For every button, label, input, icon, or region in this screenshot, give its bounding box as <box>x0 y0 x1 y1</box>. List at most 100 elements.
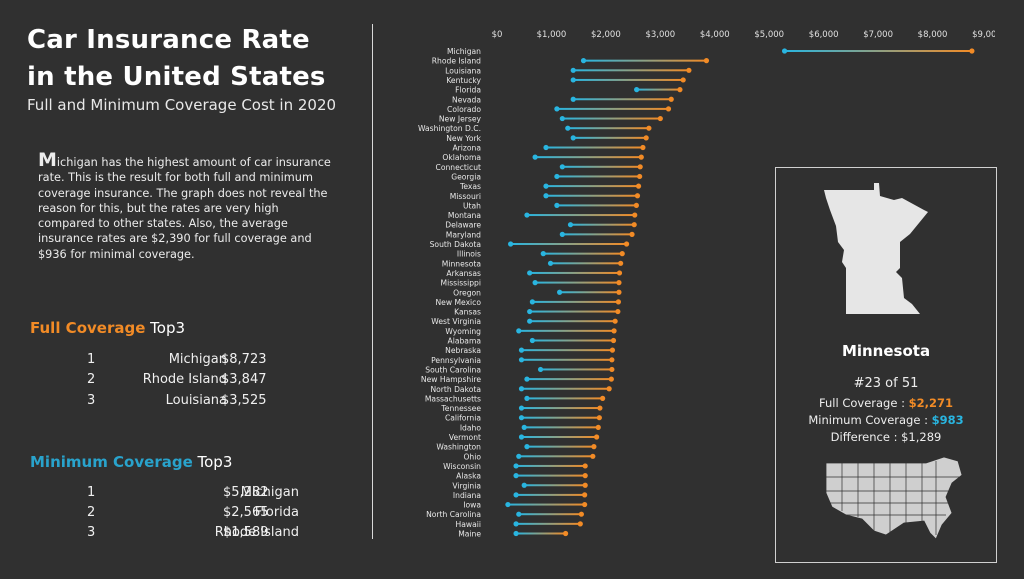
full-coverage-point[interactable] <box>631 222 637 228</box>
full-coverage-point[interactable] <box>609 357 615 363</box>
minimum-coverage-point[interactable] <box>532 154 538 160</box>
full-coverage-point[interactable] <box>595 424 601 430</box>
minimum-coverage-point[interactable] <box>516 453 522 459</box>
full-coverage-point[interactable] <box>606 386 612 392</box>
full-coverage-point[interactable] <box>619 251 625 257</box>
full-coverage-point[interactable] <box>668 96 674 102</box>
full-coverage-point[interactable] <box>686 67 692 73</box>
full-coverage-point[interactable] <box>677 87 683 93</box>
full-coverage-point[interactable] <box>637 173 643 180</box>
minimum-coverage-point[interactable] <box>570 67 576 73</box>
full-coverage-point[interactable] <box>616 270 623 276</box>
full-coverage-point[interactable] <box>594 434 600 440</box>
minimum-coverage-point[interactable] <box>505 501 511 508</box>
full-coverage-point[interactable] <box>703 58 710 64</box>
minimum-coverage-point[interactable] <box>554 202 560 208</box>
full-coverage-point[interactable] <box>582 473 588 479</box>
full-coverage-point[interactable] <box>596 415 602 421</box>
full-coverage-point[interactable] <box>640 144 646 151</box>
minimum-coverage-point[interactable] <box>527 318 533 324</box>
minimum-coverage-point[interactable] <box>518 434 525 440</box>
minimum-coverage-point[interactable] <box>529 299 535 305</box>
full-coverage-point[interactable] <box>609 347 616 353</box>
minimum-coverage-point[interactable] <box>518 386 525 392</box>
minimum-coverage-point[interactable] <box>518 415 525 421</box>
minimum-coverage-point[interactable] <box>570 96 576 102</box>
full-coverage-point[interactable] <box>969 48 975 54</box>
minimum-coverage-point[interactable] <box>567 222 574 228</box>
full-coverage-point[interactable] <box>615 299 622 305</box>
minimum-coverage-point[interactable] <box>559 164 565 170</box>
minimum-coverage-point[interactable] <box>518 357 525 363</box>
minimum-coverage-point[interactable] <box>580 58 587 64</box>
minimum-coverage-point[interactable] <box>524 395 530 401</box>
minimum-coverage-point[interactable] <box>521 424 527 430</box>
minimum-coverage-point[interactable] <box>521 482 527 488</box>
minimum-coverage-point[interactable] <box>529 337 535 344</box>
full-coverage-point[interactable] <box>629 231 635 237</box>
minimum-coverage-point[interactable] <box>547 260 554 266</box>
full-coverage-point[interactable] <box>577 521 583 527</box>
minimum-coverage-point[interactable] <box>513 492 519 498</box>
full-coverage-point[interactable] <box>591 444 597 450</box>
full-coverage-point[interactable] <box>657 115 663 122</box>
full-coverage-point[interactable] <box>635 183 642 189</box>
minimum-coverage-point[interactable] <box>508 241 514 247</box>
full-coverage-point[interactable] <box>582 463 588 469</box>
full-coverage-point[interactable] <box>582 492 588 498</box>
minimum-coverage-point[interactable] <box>518 405 525 411</box>
full-coverage-point[interactable] <box>608 376 614 382</box>
full-coverage-point[interactable] <box>665 106 672 112</box>
full-coverage-point[interactable] <box>632 212 638 218</box>
full-coverage-point[interactable] <box>609 366 615 373</box>
full-coverage-point[interactable] <box>582 501 588 508</box>
minimum-coverage-point[interactable] <box>565 125 571 131</box>
full-coverage-point[interactable] <box>578 511 584 517</box>
full-coverage-point[interactable] <box>646 125 652 131</box>
minimum-coverage-point[interactable] <box>532 280 538 286</box>
full-coverage-point[interactable] <box>634 193 641 199</box>
full-coverage-point[interactable] <box>637 164 643 170</box>
full-coverage-point[interactable] <box>615 308 621 315</box>
full-coverage-point[interactable] <box>618 260 624 266</box>
full-coverage-point[interactable] <box>610 337 617 344</box>
minimum-coverage-point[interactable] <box>559 115 565 122</box>
full-coverage-point[interactable] <box>582 482 588 488</box>
minimum-coverage-point[interactable] <box>513 530 519 537</box>
minimum-coverage-point[interactable] <box>518 347 525 353</box>
minimum-coverage-point[interactable] <box>513 521 519 527</box>
full-coverage-point[interactable] <box>563 530 569 537</box>
minimum-coverage-point[interactable] <box>516 511 522 517</box>
full-coverage-point[interactable] <box>616 280 622 286</box>
minimum-coverage-point[interactable] <box>516 328 522 334</box>
minimum-coverage-point[interactable] <box>527 308 533 315</box>
minimum-coverage-point[interactable] <box>570 135 576 141</box>
full-coverage-point[interactable] <box>611 328 617 334</box>
full-coverage-point[interactable] <box>638 154 644 160</box>
minimum-coverage-point[interactable] <box>543 144 549 151</box>
minimum-coverage-point[interactable] <box>513 473 519 479</box>
minimum-coverage-point[interactable] <box>527 270 533 276</box>
full-coverage-point[interactable] <box>643 135 649 141</box>
minimum-coverage-point[interactable] <box>570 77 576 83</box>
full-coverage-point[interactable] <box>597 405 603 411</box>
full-coverage-point[interactable] <box>590 453 596 459</box>
full-coverage-point[interactable] <box>623 241 630 247</box>
minimum-coverage-point[interactable] <box>781 48 788 54</box>
full-coverage-point[interactable] <box>600 395 606 401</box>
full-coverage-point[interactable] <box>616 289 622 295</box>
minimum-coverage-point[interactable] <box>554 106 560 112</box>
full-coverage-point[interactable] <box>612 318 618 324</box>
minimum-coverage-point[interactable] <box>557 289 563 295</box>
minimum-coverage-point[interactable] <box>543 193 549 199</box>
minimum-coverage-point[interactable] <box>540 251 546 257</box>
full-coverage-point[interactable] <box>633 202 639 208</box>
minimum-coverage-point[interactable] <box>634 87 640 93</box>
minimum-coverage-point[interactable] <box>524 212 530 218</box>
minimum-coverage-point[interactable] <box>543 183 549 189</box>
minimum-coverage-point[interactable] <box>524 376 530 382</box>
minimum-coverage-point[interactable] <box>559 231 565 237</box>
minimum-coverage-point[interactable] <box>554 173 560 180</box>
full-coverage-point[interactable] <box>680 77 686 83</box>
minimum-coverage-point[interactable] <box>537 366 544 373</box>
